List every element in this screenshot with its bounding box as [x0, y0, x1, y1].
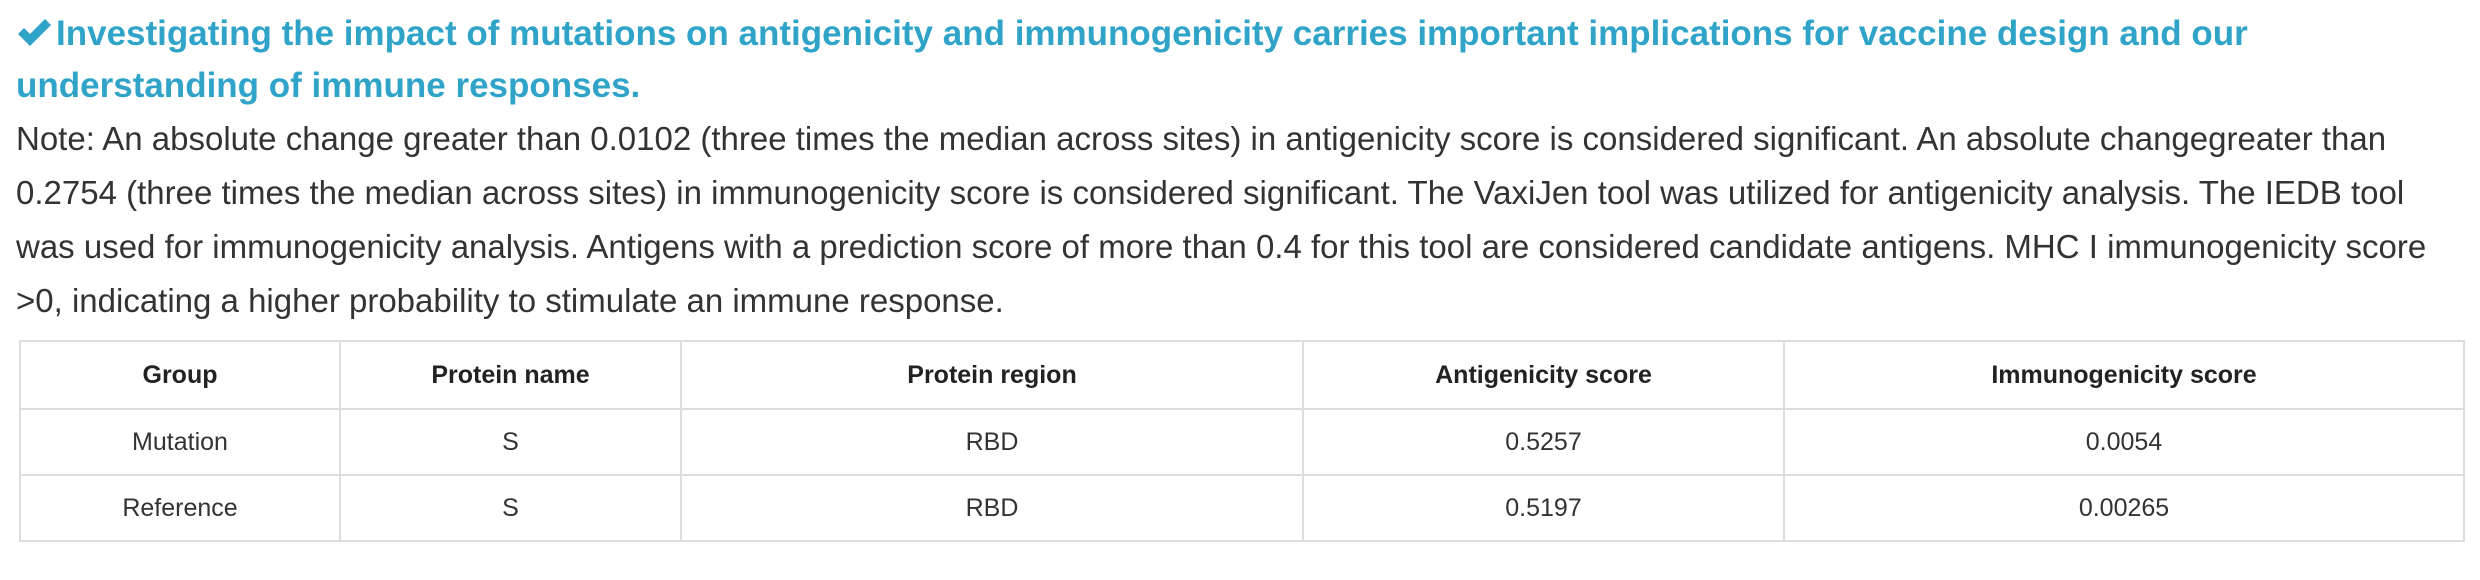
table-cell: RBD: [680, 474, 1304, 542]
note: Note: An absolute change greater than 0.…: [16, 120, 2427, 319]
table-cell: Mutation: [19, 408, 341, 476]
table-cell: S: [339, 408, 682, 476]
column-header: Immunogenicity score: [1783, 340, 2465, 410]
content: Investigating the impact of mutations on…: [16, 8, 2465, 542]
heading: Investigating the impact of mutations on…: [16, 8, 2432, 112]
column-header: Protein name: [339, 340, 682, 410]
column-header: Protein region: [680, 340, 1304, 410]
table-cell: 0.00265: [1783, 474, 2465, 542]
results-table: Group Protein name Protein region Antigenic…: [19, 340, 2465, 542]
table-cell: 0.0054: [1783, 408, 2465, 476]
table-row: Reference S RBD 0.5197 0.00265: [19, 474, 2465, 542]
column-header: Group: [19, 340, 341, 410]
table-cell: S: [339, 474, 682, 542]
table-cell: RBD: [680, 408, 1304, 476]
table-cell: 0.5257: [1302, 408, 1785, 476]
heading-text: Investigating the impact of mutations on…: [16, 14, 2248, 105]
header-row: Group Protein name Protein region Antigenic…: [19, 340, 2465, 410]
table-row: Mutation S RBD 0.5257 0.0054: [19, 408, 2465, 476]
table-cell: 0.5197: [1302, 474, 1785, 542]
table-cell: Reference: [19, 474, 341, 542]
check-icon: [18, 19, 51, 46]
column-header: Antigenicity score: [1302, 340, 1785, 410]
table-body: Mutation S RBD 0.5257 0.0054 Reference S RBD 0.5…: [19, 408, 2465, 542]
